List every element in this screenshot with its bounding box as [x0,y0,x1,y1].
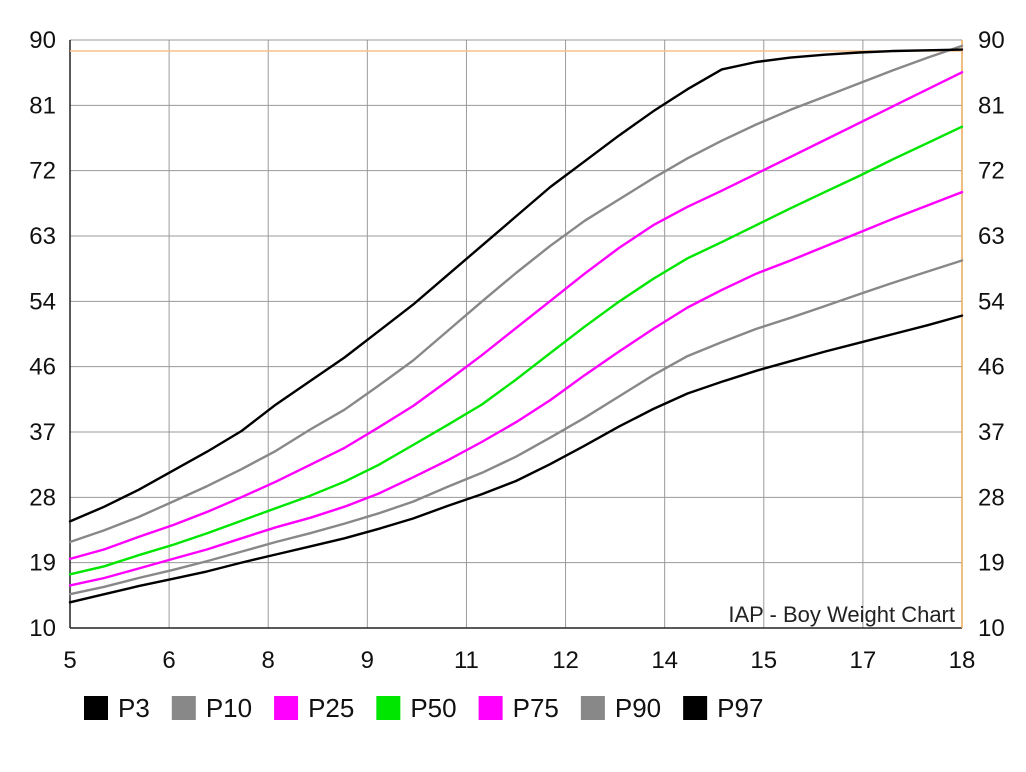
x-tick-label: 14 [651,647,678,674]
x-tick-label: 9 [361,647,374,674]
axes [69,39,963,629]
y-tick-label-right: 10 [978,615,1005,642]
y-tick-label-left: 63 [29,223,56,250]
legend-item-p25: P25 [274,693,354,723]
series-line-p10 [68,259,964,596]
series-line-p97 [68,48,964,523]
x-tick-label: 11 [454,647,479,674]
legend-swatch [84,696,108,720]
y-tick-label-right: 63 [978,223,1005,250]
legend-item-p3: P3 [84,693,150,723]
legend-label: P97 [717,693,763,723]
legend-swatch [274,696,299,720]
legend-label: P50 [410,693,456,723]
series-line-p3 [68,314,964,604]
y-tick-label-left: 54 [29,288,56,315]
y-tick-label-left: 90 [29,27,56,54]
legend-item-p97: P97 [683,693,763,723]
y-tick-label-left: 37 [29,419,56,446]
y-tick-label-right: 72 [978,158,1005,185]
y-tick-label-right: 81 [978,92,1005,119]
legend-item-p90: P90 [580,693,661,723]
y-tick-label-right: 28 [978,484,1005,511]
x-tick-label: 5 [63,647,76,674]
series-line-p90 [68,44,964,544]
x-tick-label: 6 [162,647,175,674]
x-tick-label: 8 [262,647,275,674]
series-line-p25 [68,190,964,587]
legend-item-p50: P50 [376,693,457,723]
y-tick-label-right: 19 [978,550,1005,577]
legend-swatch [171,696,196,720]
legend: P3 P10 P25 P50 P75 P90 P97 [84,693,763,723]
y-tick-label-left: 72 [29,158,56,185]
legend-label: P10 [206,693,252,723]
series-line-p75 [68,71,964,561]
legend-label: P75 [513,693,559,723]
grid [70,40,962,628]
y-tick-label-left: 46 [29,354,56,381]
legend-label: P90 [615,693,661,723]
x-tick-label: 12 [552,647,579,674]
x-tick-label: 17 [850,647,877,674]
legend-item-p75: P75 [478,693,559,723]
y-tick-label-left: 28 [29,484,56,511]
y-tick-label-left: 10 [29,615,56,642]
legend-swatch [580,696,605,720]
y-tick-label-right: 46 [978,354,1005,381]
x-tick-label: 18 [949,647,976,674]
legend-swatch [683,696,708,720]
legend-swatch [478,696,503,720]
y-tick-label-left: 81 [29,92,56,119]
legend-label: P25 [308,693,354,723]
legend-item-p10: P10 [171,693,252,723]
chart-annotation: IAP - Boy Weight Chart [728,602,955,627]
y-tick-label-right: 37 [978,419,1005,446]
y-tick-label-right: 54 [978,288,1005,315]
legend-swatch [376,696,401,720]
y-tick-label-right: 90 [978,27,1005,54]
series-line-p50 [68,125,964,576]
y-tick-label-left: 19 [29,550,56,577]
series-lines [68,44,964,604]
x-tick-label: 15 [750,647,777,674]
legend-label: P3 [118,693,150,723]
